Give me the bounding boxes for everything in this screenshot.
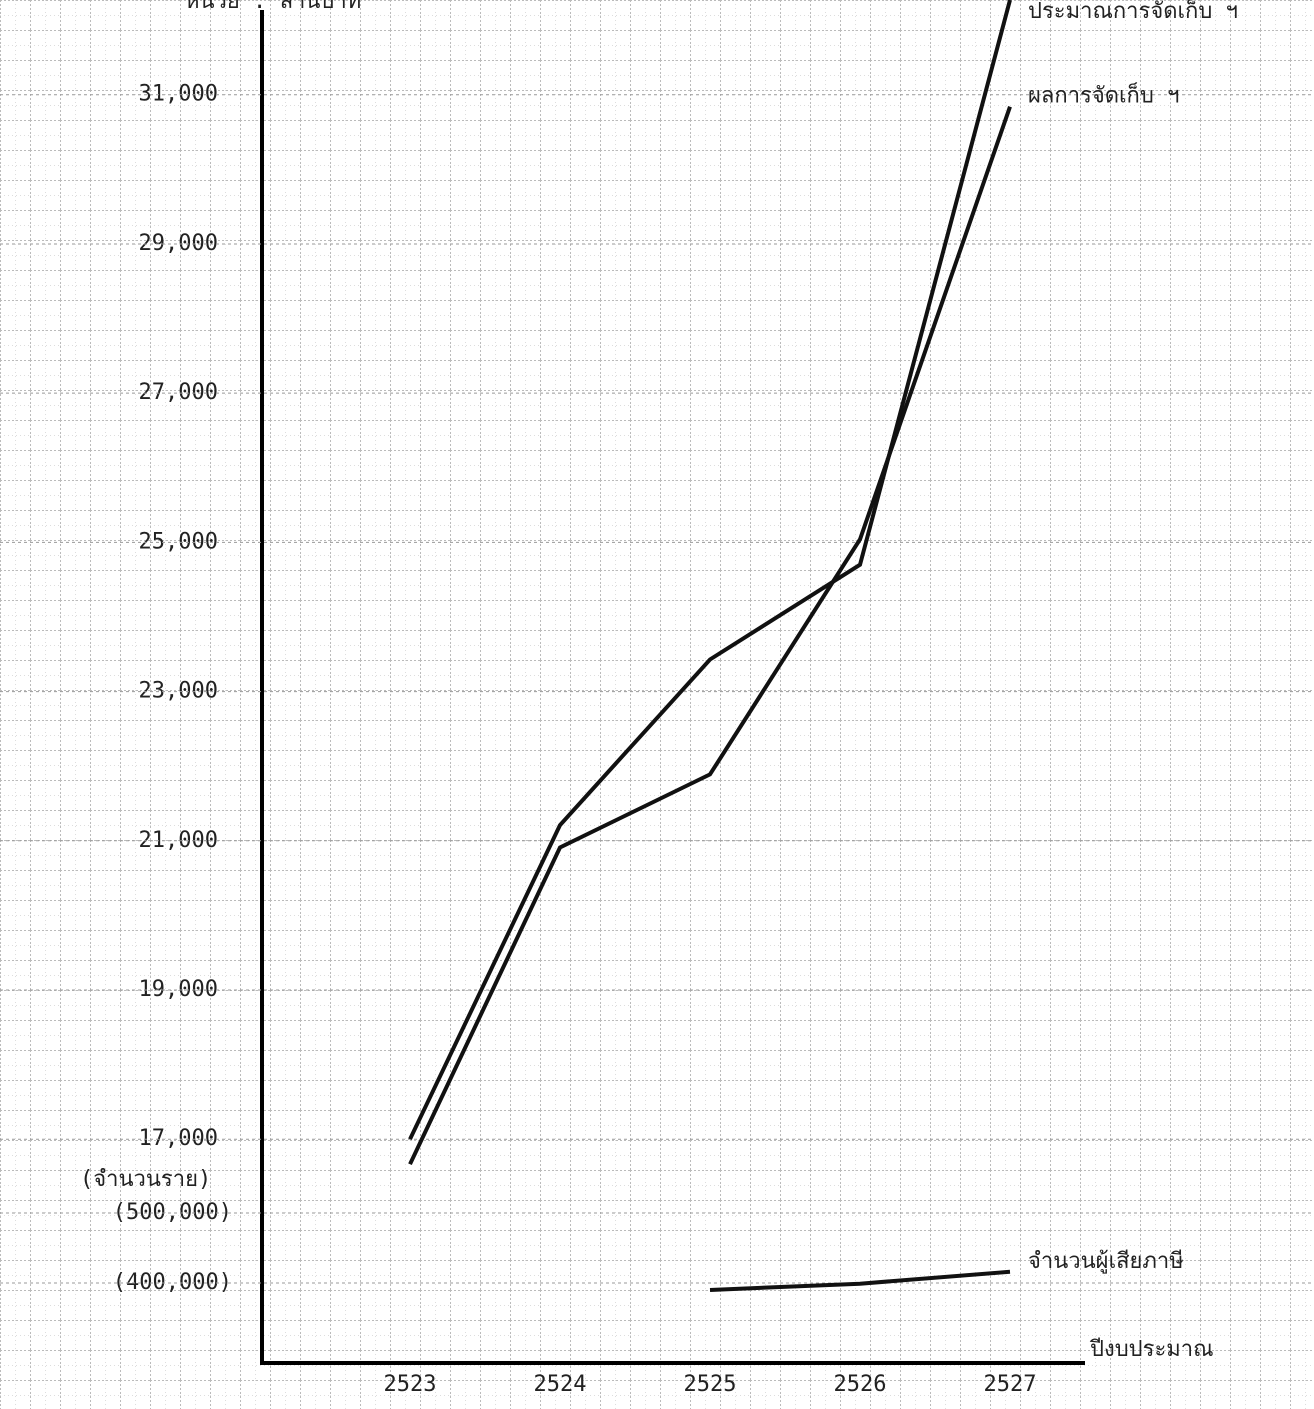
x-tick-label: 2524 — [534, 1372, 587, 1397]
legend-label: จำนวนผู้เสียภาษี — [1028, 1249, 1184, 1274]
x-tick-label: 2527 — [984, 1372, 1037, 1397]
x-tick-label: 2526 — [834, 1372, 887, 1397]
series-line — [408, 0, 1012, 1141]
legend-label: ผลการจัดเก็บ ฯ — [1028, 81, 1179, 109]
x-tick-label: 2523 — [384, 1372, 437, 1397]
y2-axis-label: (จำนวนราย) — [80, 1167, 211, 1192]
series-line — [408, 106, 1012, 1166]
x-axis-label: ปีงบประมาณ — [1089, 1337, 1214, 1362]
y2-tick-label: (500,000) — [113, 1200, 232, 1225]
legend-label: ประมาณการจัดเก็บ ฯ — [1028, 0, 1238, 24]
series-line — [709, 1269, 1011, 1292]
y2-tick-label: (400,000) — [113, 1270, 232, 1295]
y-axis-label: หน่วย : ล้านบาท — [185, 0, 361, 14]
x-tick-label: 2525 — [684, 1372, 737, 1397]
